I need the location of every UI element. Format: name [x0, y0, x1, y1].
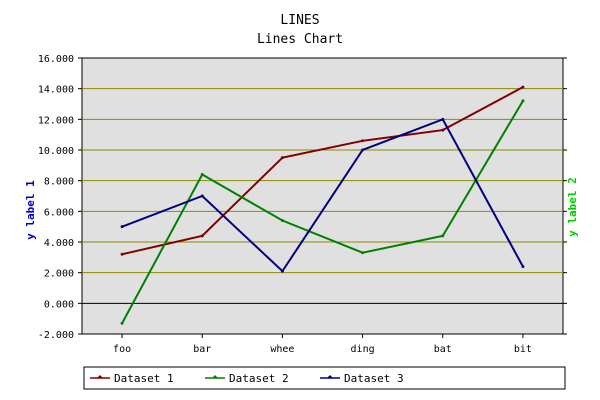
y-tick-label: 6.000 [44, 207, 74, 218]
data-point [280, 219, 284, 223]
data-point [361, 251, 365, 255]
x-tick-label: bit [514, 344, 532, 355]
series-line-1 [121, 86, 524, 256]
data-point [200, 173, 204, 177]
data-point [280, 156, 284, 160]
y-tick-label: 8.000 [44, 177, 74, 188]
series-line-2 [121, 100, 524, 324]
y-tick-label: 4.000 [44, 238, 74, 249]
x-tick-label: foo [113, 344, 131, 355]
data-point [280, 269, 284, 273]
legend-marker-1 [97, 375, 103, 378]
data-point [441, 234, 445, 238]
data-point [441, 128, 445, 132]
y-tick-label: 16.000 [38, 54, 74, 65]
data-point [441, 117, 445, 121]
legend-label-1: Dataset 1 [114, 372, 174, 385]
x-tick-label: ding [351, 344, 375, 355]
series-lines [120, 85, 525, 325]
x-tick-label: whee [270, 344, 294, 355]
y-axis-ticks: -2.000 0.000 2.000 4.000 6.000 8.000 10.000 12.… [38, 54, 567, 341]
legend-label-3: Dataset 3 [344, 372, 404, 385]
y-axis-label-left: y label 1 [24, 180, 37, 240]
plot-area [81, 57, 564, 335]
y-tick-label: 10.000 [38, 146, 74, 157]
y-tick-label: 0.000 [44, 299, 74, 310]
chart-subtitle: Lines Chart [257, 32, 343, 47]
data-point [361, 148, 365, 152]
data-point [361, 139, 365, 143]
data-point [120, 225, 124, 229]
data-point [521, 99, 525, 103]
x-axis-ticks: foo bar whee ding bat bit [113, 334, 532, 355]
series-line-3 [121, 118, 524, 273]
x-tick-label: bat [434, 344, 452, 355]
y-axis-label-right: y label 2 [566, 177, 579, 237]
legend-label-2: Dataset 2 [229, 372, 289, 385]
legend: Dataset 1 Dataset 2 Dataset 3 [90, 372, 404, 385]
y-tick-label: 2.000 [44, 269, 74, 280]
y-tick-label: 12.000 [38, 115, 74, 126]
legend-marker-3 [327, 375, 333, 378]
data-point [521, 85, 525, 89]
data-point [200, 194, 204, 198]
data-point [120, 321, 124, 325]
data-point [200, 234, 204, 238]
legend-marker-2 [212, 375, 218, 378]
y-tick-label: -2.000 [38, 330, 74, 341]
chart-title: LINES [280, 13, 319, 28]
y-tick-label: 14.000 [38, 85, 74, 96]
x-tick-label: bar [193, 344, 211, 355]
data-point [120, 252, 124, 256]
data-point [521, 265, 525, 269]
